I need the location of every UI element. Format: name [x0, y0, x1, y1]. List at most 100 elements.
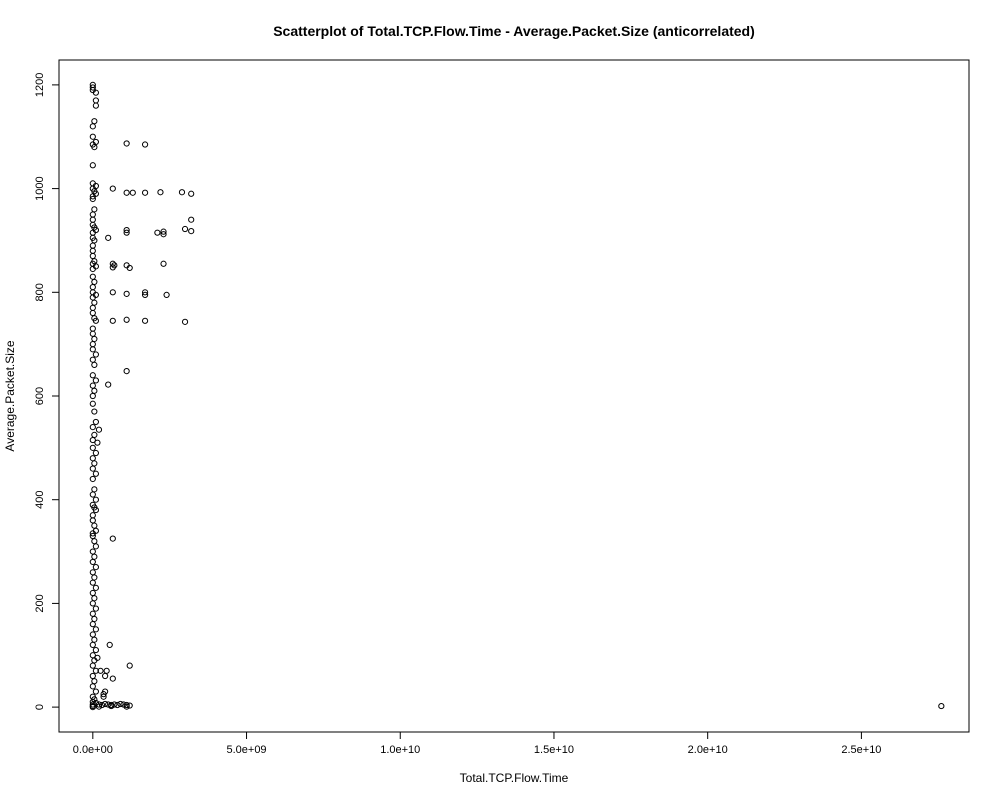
data-point [103, 667, 110, 674]
data-point [105, 701, 112, 708]
data-point [89, 455, 96, 462]
data-point [188, 190, 195, 197]
data-point [89, 123, 96, 130]
data-point [91, 299, 98, 306]
data-point [92, 89, 99, 96]
data-point [89, 193, 96, 200]
data-point [126, 702, 133, 709]
data-point [91, 486, 98, 493]
plot-frame [58, 59, 970, 733]
y-tick-label: 400 [34, 491, 46, 509]
data-point [92, 667, 99, 674]
data-point [141, 141, 149, 148]
data-point [91, 553, 98, 560]
data-point [97, 667, 104, 674]
data-point [89, 247, 96, 254]
data-point [123, 226, 130, 234]
data-point [94, 654, 101, 661]
data-point [109, 185, 116, 192]
data-point [89, 216, 96, 223]
data-point [91, 636, 98, 643]
data-point [181, 318, 189, 325]
data-point [89, 252, 96, 260]
data-point [89, 273, 96, 280]
y-tick-label: 200 [34, 594, 46, 612]
y-tick-label: 0 [34, 704, 46, 710]
data-point [89, 621, 96, 628]
data-point [89, 372, 96, 379]
data-point [141, 317, 149, 324]
data-point [89, 491, 96, 498]
data-point [123, 290, 130, 297]
data-point [188, 228, 195, 235]
data-point [163, 291, 170, 298]
data-point [98, 701, 106, 709]
data-point [123, 229, 130, 236]
data-point [126, 662, 133, 669]
data-point [89, 84, 96, 91]
data-point [89, 330, 96, 337]
data-point [102, 700, 109, 708]
data-point [109, 289, 116, 296]
data-point [92, 584, 99, 591]
data-point [89, 424, 96, 431]
data-point [89, 683, 96, 690]
data-point [89, 211, 96, 218]
data-point [89, 284, 96, 291]
data-point [89, 356, 96, 363]
data-point [91, 522, 98, 529]
data-point [89, 610, 96, 617]
data-point [117, 700, 124, 708]
data-point [106, 641, 113, 648]
data-point [123, 316, 130, 323]
data-point [160, 260, 167, 267]
data-point [91, 278, 98, 286]
data-point [91, 574, 98, 581]
data-point [91, 335, 98, 343]
data-point [105, 381, 112, 388]
data-point [91, 118, 98, 125]
data-point [89, 392, 96, 400]
data-point [123, 140, 130, 147]
data-point [89, 530, 96, 537]
data-point [141, 189, 149, 196]
x-tick-label: 1.5e+10 [534, 744, 574, 756]
data-point [89, 558, 96, 566]
data-point [89, 600, 96, 607]
data-point [95, 426, 103, 433]
data-point [154, 229, 161, 236]
data-point [89, 548, 96, 555]
data-point [105, 234, 112, 241]
data-point [109, 317, 116, 324]
data-point [92, 449, 99, 457]
x-tick-label: 0.0e+00 [73, 744, 113, 756]
y-tick-label: 1000 [34, 176, 46, 200]
data-point [92, 699, 99, 707]
data-point [92, 564, 99, 571]
data-point [92, 102, 99, 109]
data-point [89, 512, 96, 519]
data-point [89, 641, 96, 648]
data-point [91, 206, 98, 213]
data-point [141, 291, 149, 298]
data-point [160, 228, 167, 235]
data-point [92, 317, 99, 324]
data-point [92, 377, 99, 384]
data-point [89, 304, 96, 311]
data-point [89, 162, 96, 169]
data-point [181, 225, 189, 233]
data-point [89, 309, 96, 317]
data-point [92, 506, 99, 514]
data-point [91, 538, 98, 545]
y-axis-label: Average.Packet.Size [3, 340, 17, 452]
x-tick-label: 1.0e+10 [380, 744, 420, 756]
y-tick-label: 600 [34, 387, 46, 405]
data-point [89, 265, 96, 273]
data-point [92, 496, 99, 503]
data-point [89, 672, 96, 680]
data-point [92, 418, 99, 426]
data-point [89, 325, 96, 332]
data-point [91, 595, 98, 602]
data-point [89, 382, 96, 389]
